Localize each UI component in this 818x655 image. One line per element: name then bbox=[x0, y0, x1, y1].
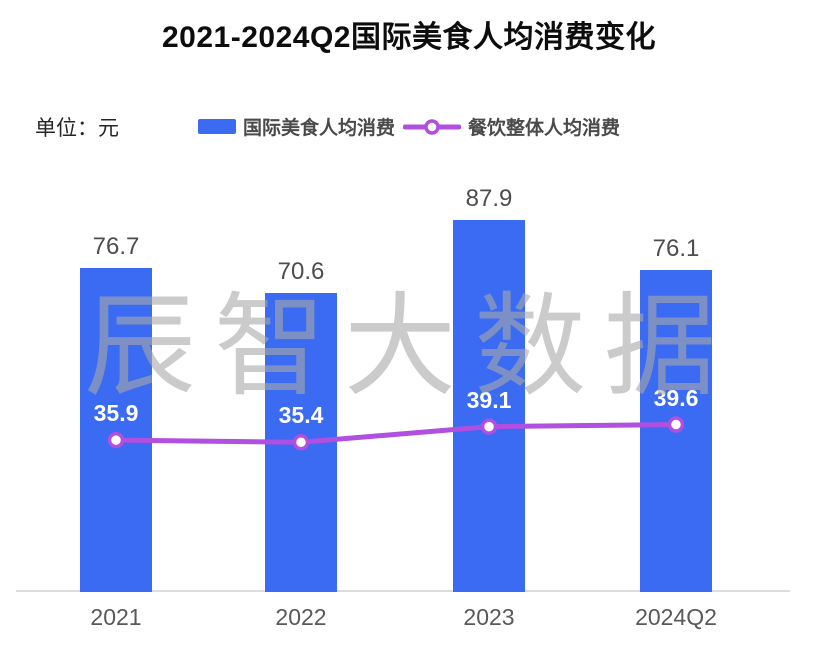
legend-item-bar-series: 国际美食人均消费 bbox=[197, 113, 395, 140]
bar-value-label: 76.1 bbox=[652, 235, 700, 263]
bar-value-label: 70.6 bbox=[277, 258, 325, 286]
bar-2024Q2 bbox=[640, 270, 712, 592]
x-axis-label-2024Q2: 2024Q2 bbox=[635, 604, 717, 630]
bar-value-label: 87.9 bbox=[465, 185, 513, 213]
legend: 国际美食人均消费 餐饮整体人均消费 bbox=[0, 113, 818, 140]
x-axis-label-2023: 2023 bbox=[463, 604, 515, 630]
point-value-label: 39.1 bbox=[466, 386, 512, 413]
x-axis-label-2021: 2021 bbox=[90, 604, 142, 630]
bar-2021 bbox=[80, 267, 152, 592]
x-axis-line bbox=[16, 590, 790, 592]
bar-value-label: 76.7 bbox=[92, 232, 140, 260]
line-series-marker-icon bbox=[403, 118, 461, 136]
line-series-legend-label: 餐饮整体人均消费 bbox=[468, 118, 621, 139]
x-axis-label-2022: 2022 bbox=[275, 604, 327, 630]
bar-series-legend-label: 国际美食人均消费 bbox=[242, 118, 395, 139]
legend-item-line-series: 餐饮整体人均消费 bbox=[403, 113, 620, 140]
bar-2022 bbox=[265, 293, 337, 592]
point-value-label: 35.9 bbox=[93, 400, 139, 427]
bar-series-swatch-icon bbox=[197, 119, 236, 134]
point-value-label: 39.6 bbox=[653, 384, 699, 411]
page-title: 2021-2024Q2国际美食人均消费变化 bbox=[162, 21, 656, 54]
point-value-label: 35.4 bbox=[278, 402, 324, 429]
unit-label: 单位：元 bbox=[35, 117, 119, 140]
bar-2023 bbox=[453, 220, 525, 592]
